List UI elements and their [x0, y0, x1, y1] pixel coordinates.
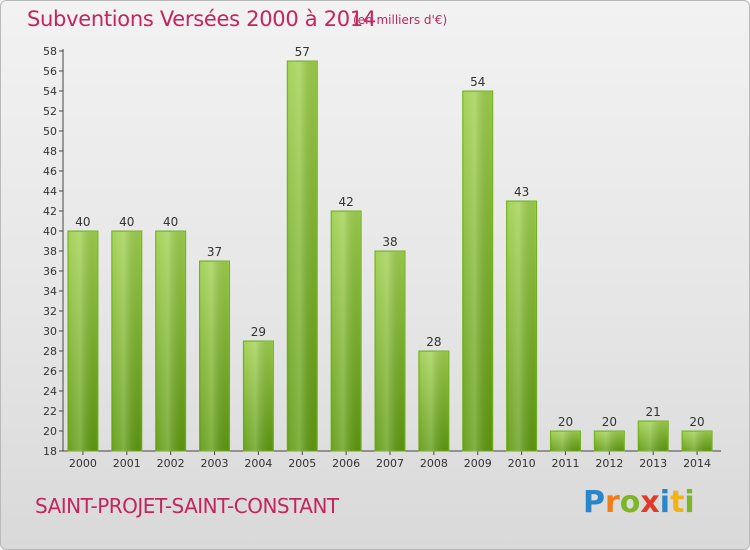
- bar-shine-2005: [288, 62, 317, 451]
- y-tick-label: 18: [43, 445, 57, 458]
- chart-title: Subventions Versées 2000 à 2014: [27, 7, 376, 31]
- x-tick-label-2005: 2005: [288, 457, 316, 470]
- bar-shine-2012: [595, 432, 624, 451]
- x-tick-label-2012: 2012: [595, 457, 623, 470]
- y-tick-label: 30: [43, 325, 57, 338]
- bar-shine-2001: [112, 232, 141, 451]
- value-label-2010: 43: [514, 185, 529, 199]
- value-label-2007: 38: [382, 235, 397, 249]
- x-tick-label-2014: 2014: [683, 457, 711, 470]
- x-tick-label-2000: 2000: [69, 457, 97, 470]
- x-tick-label-2009: 2009: [464, 457, 492, 470]
- x-tick-label-2007: 2007: [376, 457, 404, 470]
- bars-layer: 40 40 40 37 29 57 42 38 28 54 43 20 20 21 20: [67, 45, 713, 452]
- y-tick-label: 42: [43, 205, 57, 218]
- bar-shine-2006: [332, 212, 361, 451]
- y-tick-label: 26: [43, 365, 57, 378]
- x-tick-label-2010: 2010: [508, 457, 536, 470]
- value-label-2002: 40: [163, 215, 178, 229]
- x-tick-label-2008: 2008: [420, 457, 448, 470]
- bar-shine-2013: [639, 422, 668, 451]
- y-tick-label: 34: [43, 285, 57, 298]
- bar-shine-2003: [200, 262, 229, 451]
- x-tick-label-2013: 2013: [639, 457, 667, 470]
- x-tick-label-2004: 2004: [244, 457, 272, 470]
- y-tick-label: 28: [43, 345, 57, 358]
- y-tick-label: 56: [43, 65, 57, 78]
- bar-shine-2000: [68, 232, 97, 451]
- value-label-2014: 20: [689, 415, 704, 429]
- bar-shine-2008: [419, 352, 448, 451]
- y-tick-label: 52: [43, 105, 57, 118]
- value-label-2011: 20: [558, 415, 573, 429]
- value-label-2005: 57: [295, 45, 310, 59]
- proxiti-logo: Proxiti: [583, 485, 695, 520]
- commune-name: SAINT-PROJET-SAINT-CONSTANT: [35, 494, 339, 518]
- y-tick-label: 20: [43, 425, 57, 438]
- value-label-2004: 29: [251, 325, 266, 339]
- y-tick-label: 24: [43, 385, 57, 398]
- bar-shine-2014: [683, 432, 712, 451]
- y-tick-label: 36: [43, 265, 57, 278]
- bar-shine-2002: [156, 232, 185, 451]
- x-tick-label-2006: 2006: [332, 457, 360, 470]
- y-tick-label: 32: [43, 305, 57, 318]
- y-tick-label: 54: [43, 85, 57, 98]
- y-tick-label: 40: [43, 225, 57, 238]
- bar-shine-2010: [507, 202, 536, 451]
- y-tick-label: 58: [43, 45, 57, 58]
- value-label-2006: 42: [338, 195, 353, 209]
- value-label-2008: 28: [426, 335, 441, 349]
- x-tick-label-2002: 2002: [157, 457, 185, 470]
- chart-unit: (en milliers d'€): [353, 13, 448, 27]
- value-label-2009: 54: [470, 75, 485, 89]
- bar-shine-2004: [244, 342, 273, 451]
- value-label-2003: 37: [207, 245, 222, 259]
- y-tick-label: 46: [43, 165, 57, 178]
- value-label-2013: 21: [646, 405, 661, 419]
- y-tick-label: 44: [43, 185, 57, 198]
- axes-layer: 18 20 22 24 26 28 30 32 34 36 38 40 42 44 46 48 50 52 54 56…: [43, 45, 721, 470]
- bar-shine-2009: [463, 92, 492, 451]
- y-tick-label: 50: [43, 125, 57, 138]
- y-tick-label: 38: [43, 245, 57, 258]
- bar-shine-2007: [376, 252, 404, 451]
- x-tick-label-2001: 2001: [113, 457, 141, 470]
- bar-shine-2011: [551, 432, 580, 451]
- value-label-2000: 40: [75, 215, 90, 229]
- x-tick-label-2003: 2003: [201, 457, 229, 470]
- y-tick-label: 22: [43, 405, 57, 418]
- x-tick-label-2011: 2011: [551, 457, 579, 470]
- value-label-2012: 20: [602, 415, 617, 429]
- value-label-2001: 40: [119, 215, 134, 229]
- y-tick-label: 48: [43, 145, 57, 158]
